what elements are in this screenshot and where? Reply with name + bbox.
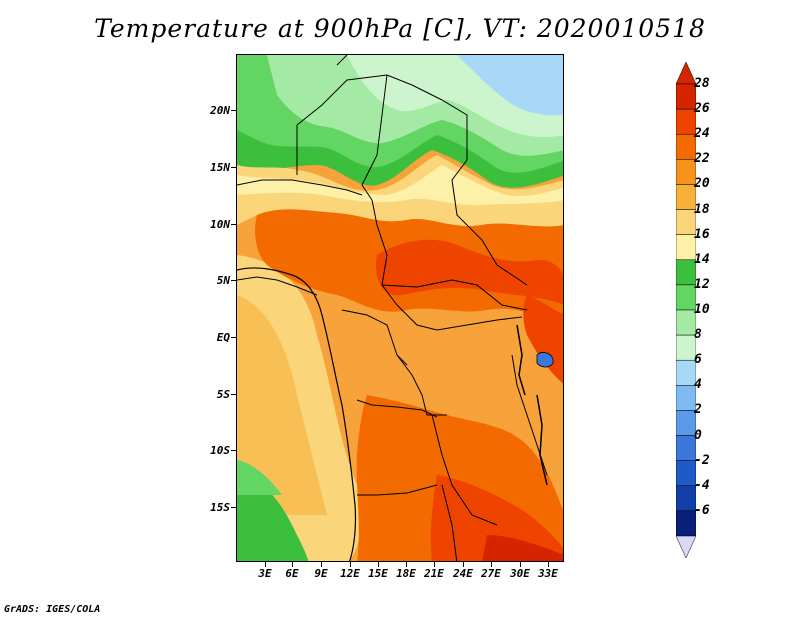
colorbar-label: 0	[694, 427, 702, 443]
lat-tick	[231, 167, 236, 168]
lat-label-5n: 5N	[216, 274, 230, 287]
colorbar	[676, 62, 696, 558]
lon-label-18e: 18E	[396, 567, 416, 580]
lat-tick	[231, 337, 236, 338]
colorbar-box	[676, 108, 696, 135]
colorbar-label: 14	[694, 251, 710, 267]
colorbar-label: -4	[694, 477, 710, 493]
lat-tick	[231, 280, 236, 281]
field-14-16-southwest	[237, 475, 309, 561]
lon-tick	[350, 562, 351, 567]
field-16-18-belt	[237, 165, 563, 206]
colorbar-label: 8	[694, 327, 702, 343]
lon-label-21e: 21E	[424, 567, 444, 580]
lon-tick	[548, 562, 549, 567]
colorbar-label: 10	[694, 302, 710, 317]
map-title: Temperature at 900hPa [C], VT: 202001051…	[94, 14, 706, 43]
field-20-22-ocean	[237, 295, 327, 515]
coastline	[237, 267, 357, 561]
lon-tick	[406, 562, 407, 567]
lon-label-30e: 30E	[510, 567, 530, 580]
lat-tick	[231, 110, 236, 111]
lon-label-27e: 27E	[481, 567, 501, 580]
lon-tick	[434, 562, 435, 567]
lake-victoria	[536, 352, 554, 368]
colorbar-box	[676, 209, 696, 235]
country-borders	[237, 55, 548, 561]
lat-label-10n: 10N	[210, 218, 230, 231]
colorbar-box	[676, 485, 696, 512]
colorbar-bottom-arrow	[676, 535, 696, 558]
colorbar-label: -2	[694, 452, 710, 468]
colorbar-box	[676, 184, 696, 210]
lon-label-24e: 24E	[453, 567, 473, 580]
colorbar-box	[676, 410, 696, 436]
lon-tick	[491, 562, 492, 567]
colorbar-label: 22	[694, 151, 710, 167]
lat-tick	[231, 224, 236, 225]
lake-outline	[516, 324, 526, 396]
temperature-field	[237, 55, 563, 561]
colorbar-label: 2	[694, 402, 702, 418]
grads-credit: GrADS: IGES/COLA	[4, 604, 101, 615]
lon-label-6e: 6E	[285, 567, 299, 580]
field-12-14-southwest	[237, 460, 282, 495]
lon-label-3e: 3E	[258, 567, 272, 580]
colorbar-label: 20	[694, 176, 710, 192]
colorbar-label: -6	[694, 502, 710, 518]
colorbar-label: 28	[694, 76, 710, 91]
colorbar-box	[676, 334, 696, 361]
colorbar-label: 12	[694, 276, 710, 292]
lat-label-20n: 20N	[210, 104, 230, 117]
colorbar-box	[676, 435, 696, 461]
colorbar-box	[676, 510, 696, 537]
field-28-south	[482, 535, 563, 561]
field-26-28-center	[376, 239, 563, 305]
lon-label-15e: 15E	[368, 567, 388, 580]
colorbar-box	[676, 385, 696, 411]
colorbar-box	[676, 83, 696, 110]
field-6-8-northeast	[457, 55, 563, 116]
lat-label-5s: 5S	[216, 388, 230, 401]
colorbar-label: 6	[694, 352, 702, 368]
colorbar-label: 26	[694, 101, 710, 117]
lat-label-eq: EQ	[216, 331, 230, 344]
colorbar-top-arrow	[676, 62, 696, 85]
temperature-map	[236, 54, 564, 562]
lon-label-9e: 9E	[314, 567, 328, 580]
colorbar-label: 16	[694, 226, 710, 242]
colorbar-box	[676, 309, 696, 336]
lat-tick	[231, 394, 236, 395]
lon-tick	[321, 562, 322, 567]
colorbar-box	[676, 359, 696, 386]
lon-label-33e: 33E	[538, 567, 558, 580]
colorbar-box	[676, 460, 696, 487]
lat-tick	[231, 507, 236, 508]
colorbar-label: 18	[694, 201, 710, 217]
lon-tick	[292, 562, 293, 567]
lat-label-15n: 15N	[210, 161, 230, 174]
colorbar-box	[676, 159, 696, 185]
lon-tick	[378, 562, 379, 567]
field-26-28-south	[430, 475, 563, 561]
lake-tanganyika	[536, 394, 548, 486]
lat-tick	[231, 450, 236, 451]
lon-label-12e: 12E	[340, 567, 360, 580]
colorbar-box	[676, 284, 696, 311]
lat-label-15s: 15S	[210, 501, 230, 514]
field-18-20-belt	[237, 155, 563, 227]
colorbar-box	[676, 234, 696, 261]
colorbar-box	[676, 133, 696, 160]
lon-tick	[520, 562, 521, 567]
colorbar-box	[676, 259, 696, 286]
colorbar-label: 24	[694, 126, 710, 142]
colorbar-label: 4	[694, 377, 702, 393]
lon-tick	[265, 562, 266, 567]
lon-tick	[463, 562, 464, 567]
lat-label-10s: 10S	[210, 444, 230, 457]
